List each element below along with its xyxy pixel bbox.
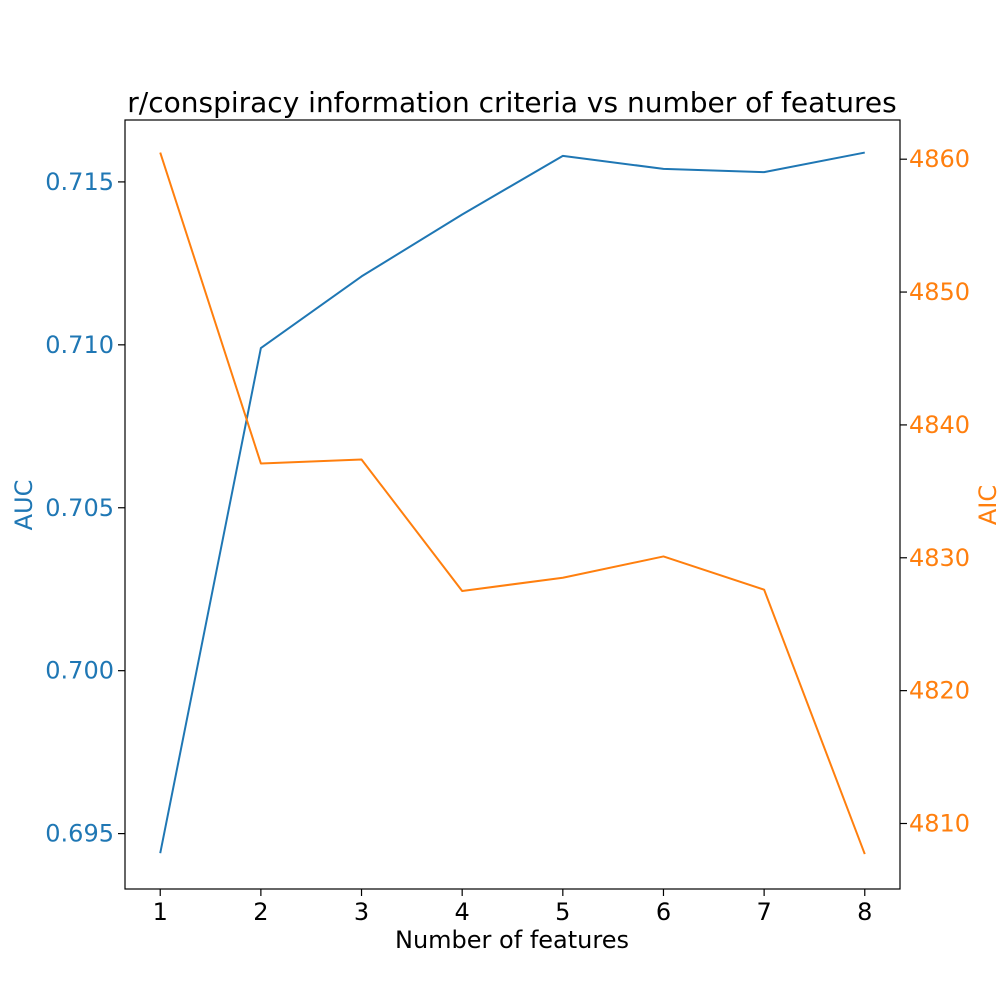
series-line-auc [159, 151, 865, 854]
x-tick-label-8: 8 [857, 898, 872, 926]
right-tick-label-4820: 4820 [909, 677, 970, 705]
plot-border [124, 119, 901, 890]
x-tick-label-7: 7 [756, 898, 771, 926]
right-tick-label-4830: 4830 [909, 544, 970, 572]
x-axis-label: Number of features [395, 926, 629, 954]
right-tick-label-4840: 4840 [909, 411, 970, 439]
x-tick-label-3: 3 [354, 898, 369, 926]
x-tick-label-5: 5 [555, 898, 570, 926]
plot-frame [124, 119, 901, 890]
left-tick-label-0.695: 0.695 [45, 820, 114, 848]
chart-title: r/conspiracy information criteria vs num… [127, 86, 896, 119]
left-tick-label-0.715: 0.715 [45, 168, 114, 196]
right-tick-label-4860: 4860 [909, 145, 970, 173]
right-tick-label-4850: 4850 [909, 278, 970, 306]
left-tick-label-0.705: 0.705 [45, 494, 114, 522]
right-y-axis: 4810 4820 4830 4840 4850 4860 [900, 145, 970, 837]
right-tick-label-4810: 4810 [909, 809, 970, 837]
series-layer [159, 151, 866, 855]
right-y-axis-label: AIC [974, 485, 1000, 525]
left-tick-label-0.710: 0.710 [45, 331, 114, 359]
x-tick-label-4: 4 [455, 898, 470, 926]
series-line-aic [159, 152, 866, 855]
x-tick-label-2: 2 [253, 898, 268, 926]
left-y-axis: 0.695 0.700 0.705 0.710 0.715 [45, 168, 125, 848]
x-tick-label-1: 1 [153, 898, 168, 926]
x-axis: 1 2 3 4 5 6 7 8 [153, 889, 872, 926]
x-tick-label-6: 6 [656, 898, 671, 926]
left-tick-label-0.700: 0.700 [45, 657, 114, 685]
left-y-axis-label: AUC [10, 480, 38, 531]
